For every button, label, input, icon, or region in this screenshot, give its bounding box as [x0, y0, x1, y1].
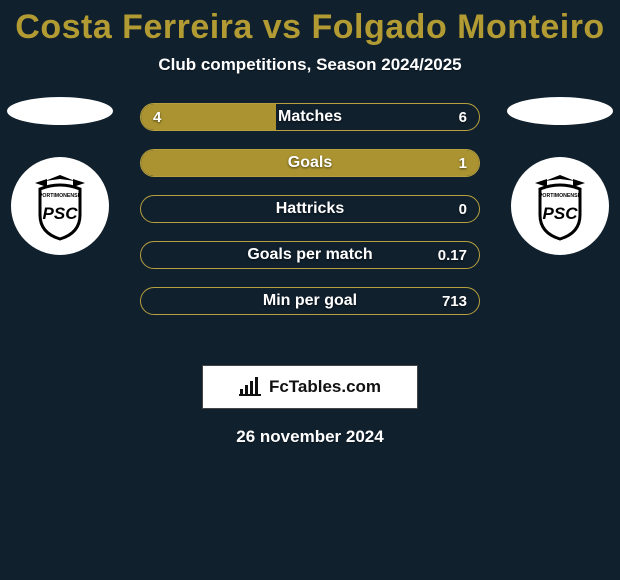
club-crest-icon: PORTIMONENSE PSC	[525, 171, 595, 241]
stat-bars: 4Matches6 Goals1 Hattricks0 Goals per match…	[140, 103, 480, 315]
svg-text:PSC: PSC	[543, 204, 579, 223]
stat-bar-fill	[141, 150, 479, 176]
stat-label: Min per goal	[141, 288, 479, 314]
stat-bar: Hattricks0	[140, 195, 480, 223]
bar-chart-icon	[239, 377, 261, 397]
left-club-badge: PORTIMONENSE PSC	[11, 157, 109, 255]
stat-bar: Min per goal713	[140, 287, 480, 315]
right-club-badge: PORTIMONENSE PSC	[511, 157, 609, 255]
page-title: Costa Ferreira vs Folgado Monteiro	[0, 0, 620, 47]
stat-bar: 4Matches6	[140, 103, 480, 131]
stat-right-value: 0.17	[438, 242, 467, 268]
subtitle: Club competitions, Season 2024/2025	[0, 55, 620, 75]
stat-left-value: 4	[153, 104, 161, 130]
club-crest-icon: PORTIMONENSE PSC	[25, 171, 95, 241]
brand-text: FcTables.com	[269, 377, 381, 397]
svg-text:PORTIMONENSE: PORTIMONENSE	[539, 193, 582, 199]
stat-right-value: 6	[459, 104, 467, 130]
comparison-infographic: Costa Ferreira vs Folgado Monteiro Club …	[0, 0, 620, 580]
stat-bar: Goals per match0.17	[140, 241, 480, 269]
stat-bar: Goals1	[140, 149, 480, 177]
stat-right-value: 1	[459, 150, 467, 176]
crest-top-text: PORTIMONENSE	[39, 193, 82, 199]
left-player-column: PORTIMONENSE PSC	[0, 103, 120, 255]
stat-label: Goals per match	[141, 242, 479, 268]
stat-right-value: 713	[442, 288, 467, 314]
stat-right-value: 0	[459, 196, 467, 222]
crest-center-text: PSC	[43, 204, 79, 223]
compare-area: PORTIMONENSE PSC P	[0, 103, 620, 343]
brand-badge: FcTables.com	[202, 365, 418, 409]
date-text: 26 november 2024	[0, 427, 620, 447]
right-avatar-placeholder	[507, 97, 613, 125]
stat-label: Hattricks	[141, 196, 479, 222]
left-avatar-placeholder	[7, 97, 113, 125]
right-player-column: PORTIMONENSE PSC	[500, 103, 620, 255]
